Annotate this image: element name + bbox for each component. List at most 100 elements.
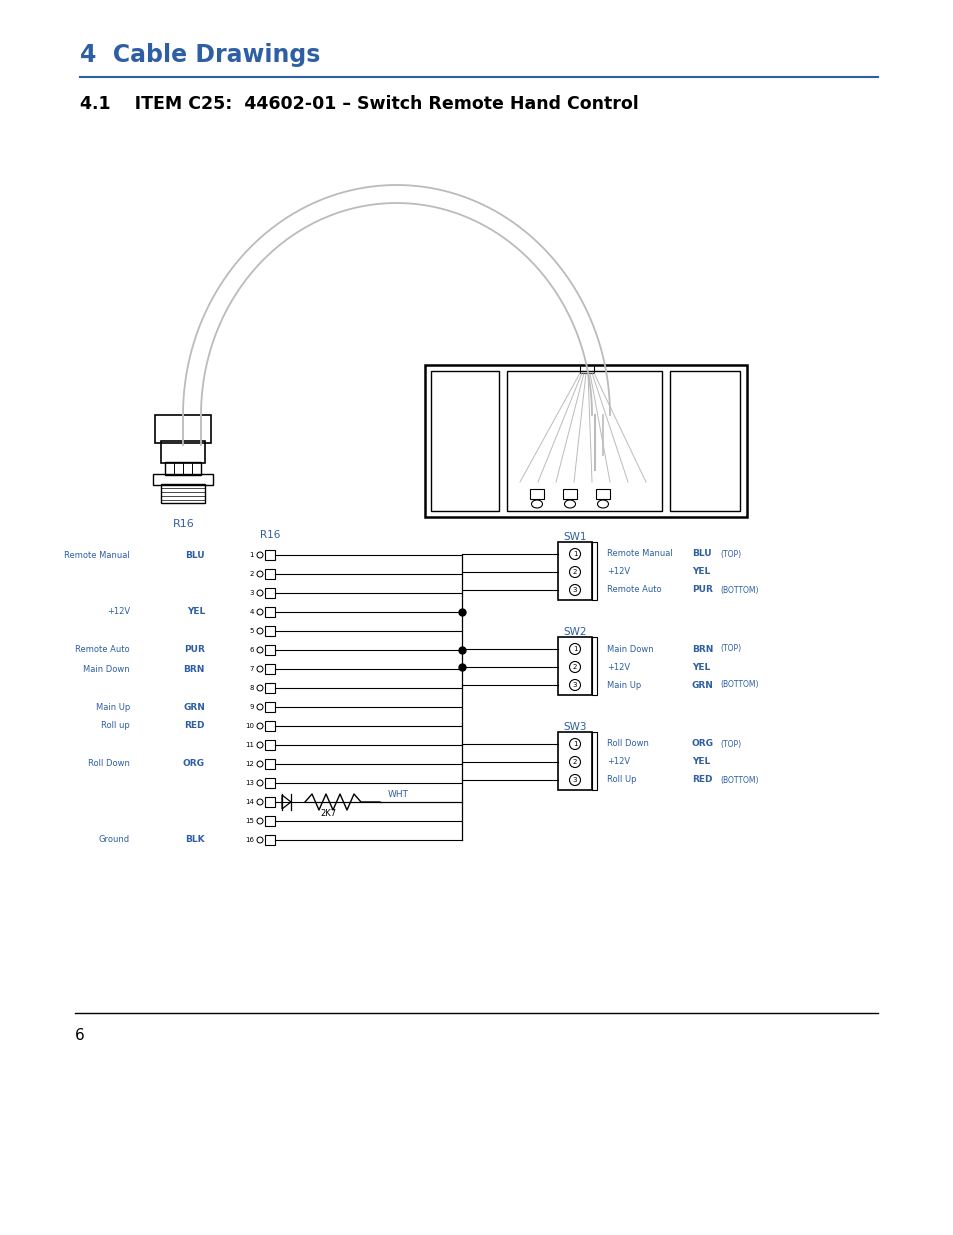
Text: BLK: BLK — [185, 836, 205, 845]
Bar — [431, 370, 498, 511]
Bar — [506, 370, 661, 511]
Text: 4.1    ITEM C25:  44602-01 – Switch Remote Hand Control: 4.1 ITEM C25: 44602-01 – Switch Remote H… — [80, 95, 639, 112]
Text: BRN: BRN — [691, 645, 713, 653]
Text: PUR: PUR — [691, 585, 712, 594]
Bar — [265, 816, 274, 826]
Text: 2: 2 — [572, 569, 577, 576]
Text: (BOTTOM): (BOTTOM) — [720, 776, 758, 784]
Text: BLU: BLU — [691, 550, 711, 558]
Bar — [265, 645, 274, 655]
Text: 10: 10 — [245, 722, 253, 729]
Bar — [265, 778, 274, 788]
Text: R16: R16 — [172, 519, 194, 529]
Text: GRN: GRN — [183, 703, 205, 711]
Text: SW3: SW3 — [562, 722, 586, 732]
Bar — [265, 664, 274, 674]
Text: PUR: PUR — [184, 646, 205, 655]
Text: Remote Manual: Remote Manual — [64, 551, 130, 559]
Text: Roll up: Roll up — [101, 721, 130, 730]
Text: Main Down: Main Down — [606, 645, 653, 653]
Text: +12V: +12V — [606, 757, 630, 767]
Text: 12: 12 — [245, 761, 253, 767]
Bar — [558, 637, 592, 695]
Text: 13: 13 — [245, 781, 253, 785]
Text: 14: 14 — [245, 799, 253, 805]
Text: 3: 3 — [572, 587, 577, 593]
Bar — [596, 489, 609, 499]
Text: BRN: BRN — [183, 664, 205, 673]
Bar — [265, 550, 274, 559]
Bar — [579, 366, 594, 373]
Bar — [265, 835, 274, 845]
Text: 1: 1 — [572, 646, 577, 652]
Text: Roll Down: Roll Down — [88, 760, 130, 768]
Text: 15: 15 — [245, 818, 253, 824]
Text: SW1: SW1 — [562, 532, 586, 542]
Text: Roll Down: Roll Down — [606, 740, 648, 748]
Text: YEL: YEL — [187, 608, 205, 616]
Bar — [265, 683, 274, 693]
Text: 1: 1 — [250, 552, 253, 558]
Text: Main Up: Main Up — [95, 703, 130, 711]
Bar — [592, 637, 597, 695]
Text: (BOTTOM): (BOTTOM) — [720, 680, 758, 689]
Text: 1: 1 — [572, 551, 577, 557]
Text: YEL: YEL — [691, 568, 709, 577]
Bar — [424, 366, 746, 517]
Text: SW2: SW2 — [562, 627, 586, 637]
Bar — [530, 489, 543, 499]
Bar — [562, 489, 577, 499]
Text: GRN: GRN — [691, 680, 713, 689]
Text: 3: 3 — [250, 590, 253, 597]
Text: RED: RED — [184, 721, 205, 730]
Bar — [265, 760, 274, 769]
Bar — [265, 797, 274, 806]
Text: +12V: +12V — [107, 608, 130, 616]
Bar — [558, 542, 592, 600]
Bar — [265, 588, 274, 598]
Bar — [152, 474, 213, 485]
Text: ORG: ORG — [691, 740, 713, 748]
Text: 3: 3 — [572, 682, 577, 688]
Bar — [592, 732, 597, 790]
Bar — [265, 626, 274, 636]
Text: Main Up: Main Up — [606, 680, 640, 689]
Text: 8: 8 — [250, 685, 253, 692]
Text: 2: 2 — [250, 571, 253, 577]
Bar — [161, 441, 205, 463]
Text: Roll Up: Roll Up — [606, 776, 636, 784]
Text: Remote Auto: Remote Auto — [75, 646, 130, 655]
Text: Remote Manual: Remote Manual — [606, 550, 672, 558]
Text: 4  Cable Drawings: 4 Cable Drawings — [80, 43, 320, 67]
Text: Remote Auto: Remote Auto — [606, 585, 661, 594]
Text: Ground: Ground — [99, 836, 130, 845]
Bar — [265, 740, 274, 750]
Bar — [265, 701, 274, 713]
Text: (BOTTOM): (BOTTOM) — [720, 585, 758, 594]
Text: 3: 3 — [572, 777, 577, 783]
Text: R16: R16 — [259, 530, 280, 540]
Text: (TOP): (TOP) — [720, 645, 740, 653]
Text: 6: 6 — [75, 1028, 85, 1042]
Bar — [161, 484, 205, 503]
Text: Main Down: Main Down — [83, 664, 130, 673]
Bar — [265, 569, 274, 579]
Bar — [592, 542, 597, 600]
Text: BLU: BLU — [185, 551, 205, 559]
Text: +12V: +12V — [606, 662, 630, 672]
Text: 11: 11 — [245, 742, 253, 748]
Bar — [154, 415, 211, 443]
Text: ORG: ORG — [183, 760, 205, 768]
Text: 1: 1 — [572, 741, 577, 747]
Bar — [265, 721, 274, 731]
Text: 5: 5 — [250, 629, 253, 634]
Bar — [165, 462, 201, 475]
Text: (TOP): (TOP) — [720, 740, 740, 748]
Text: (TOP): (TOP) — [720, 550, 740, 558]
Text: 9: 9 — [250, 704, 253, 710]
Text: +12V: +12V — [606, 568, 630, 577]
Text: 6: 6 — [250, 647, 253, 653]
Text: WHT: WHT — [388, 790, 409, 799]
Text: YEL: YEL — [691, 662, 709, 672]
Text: RED: RED — [691, 776, 712, 784]
